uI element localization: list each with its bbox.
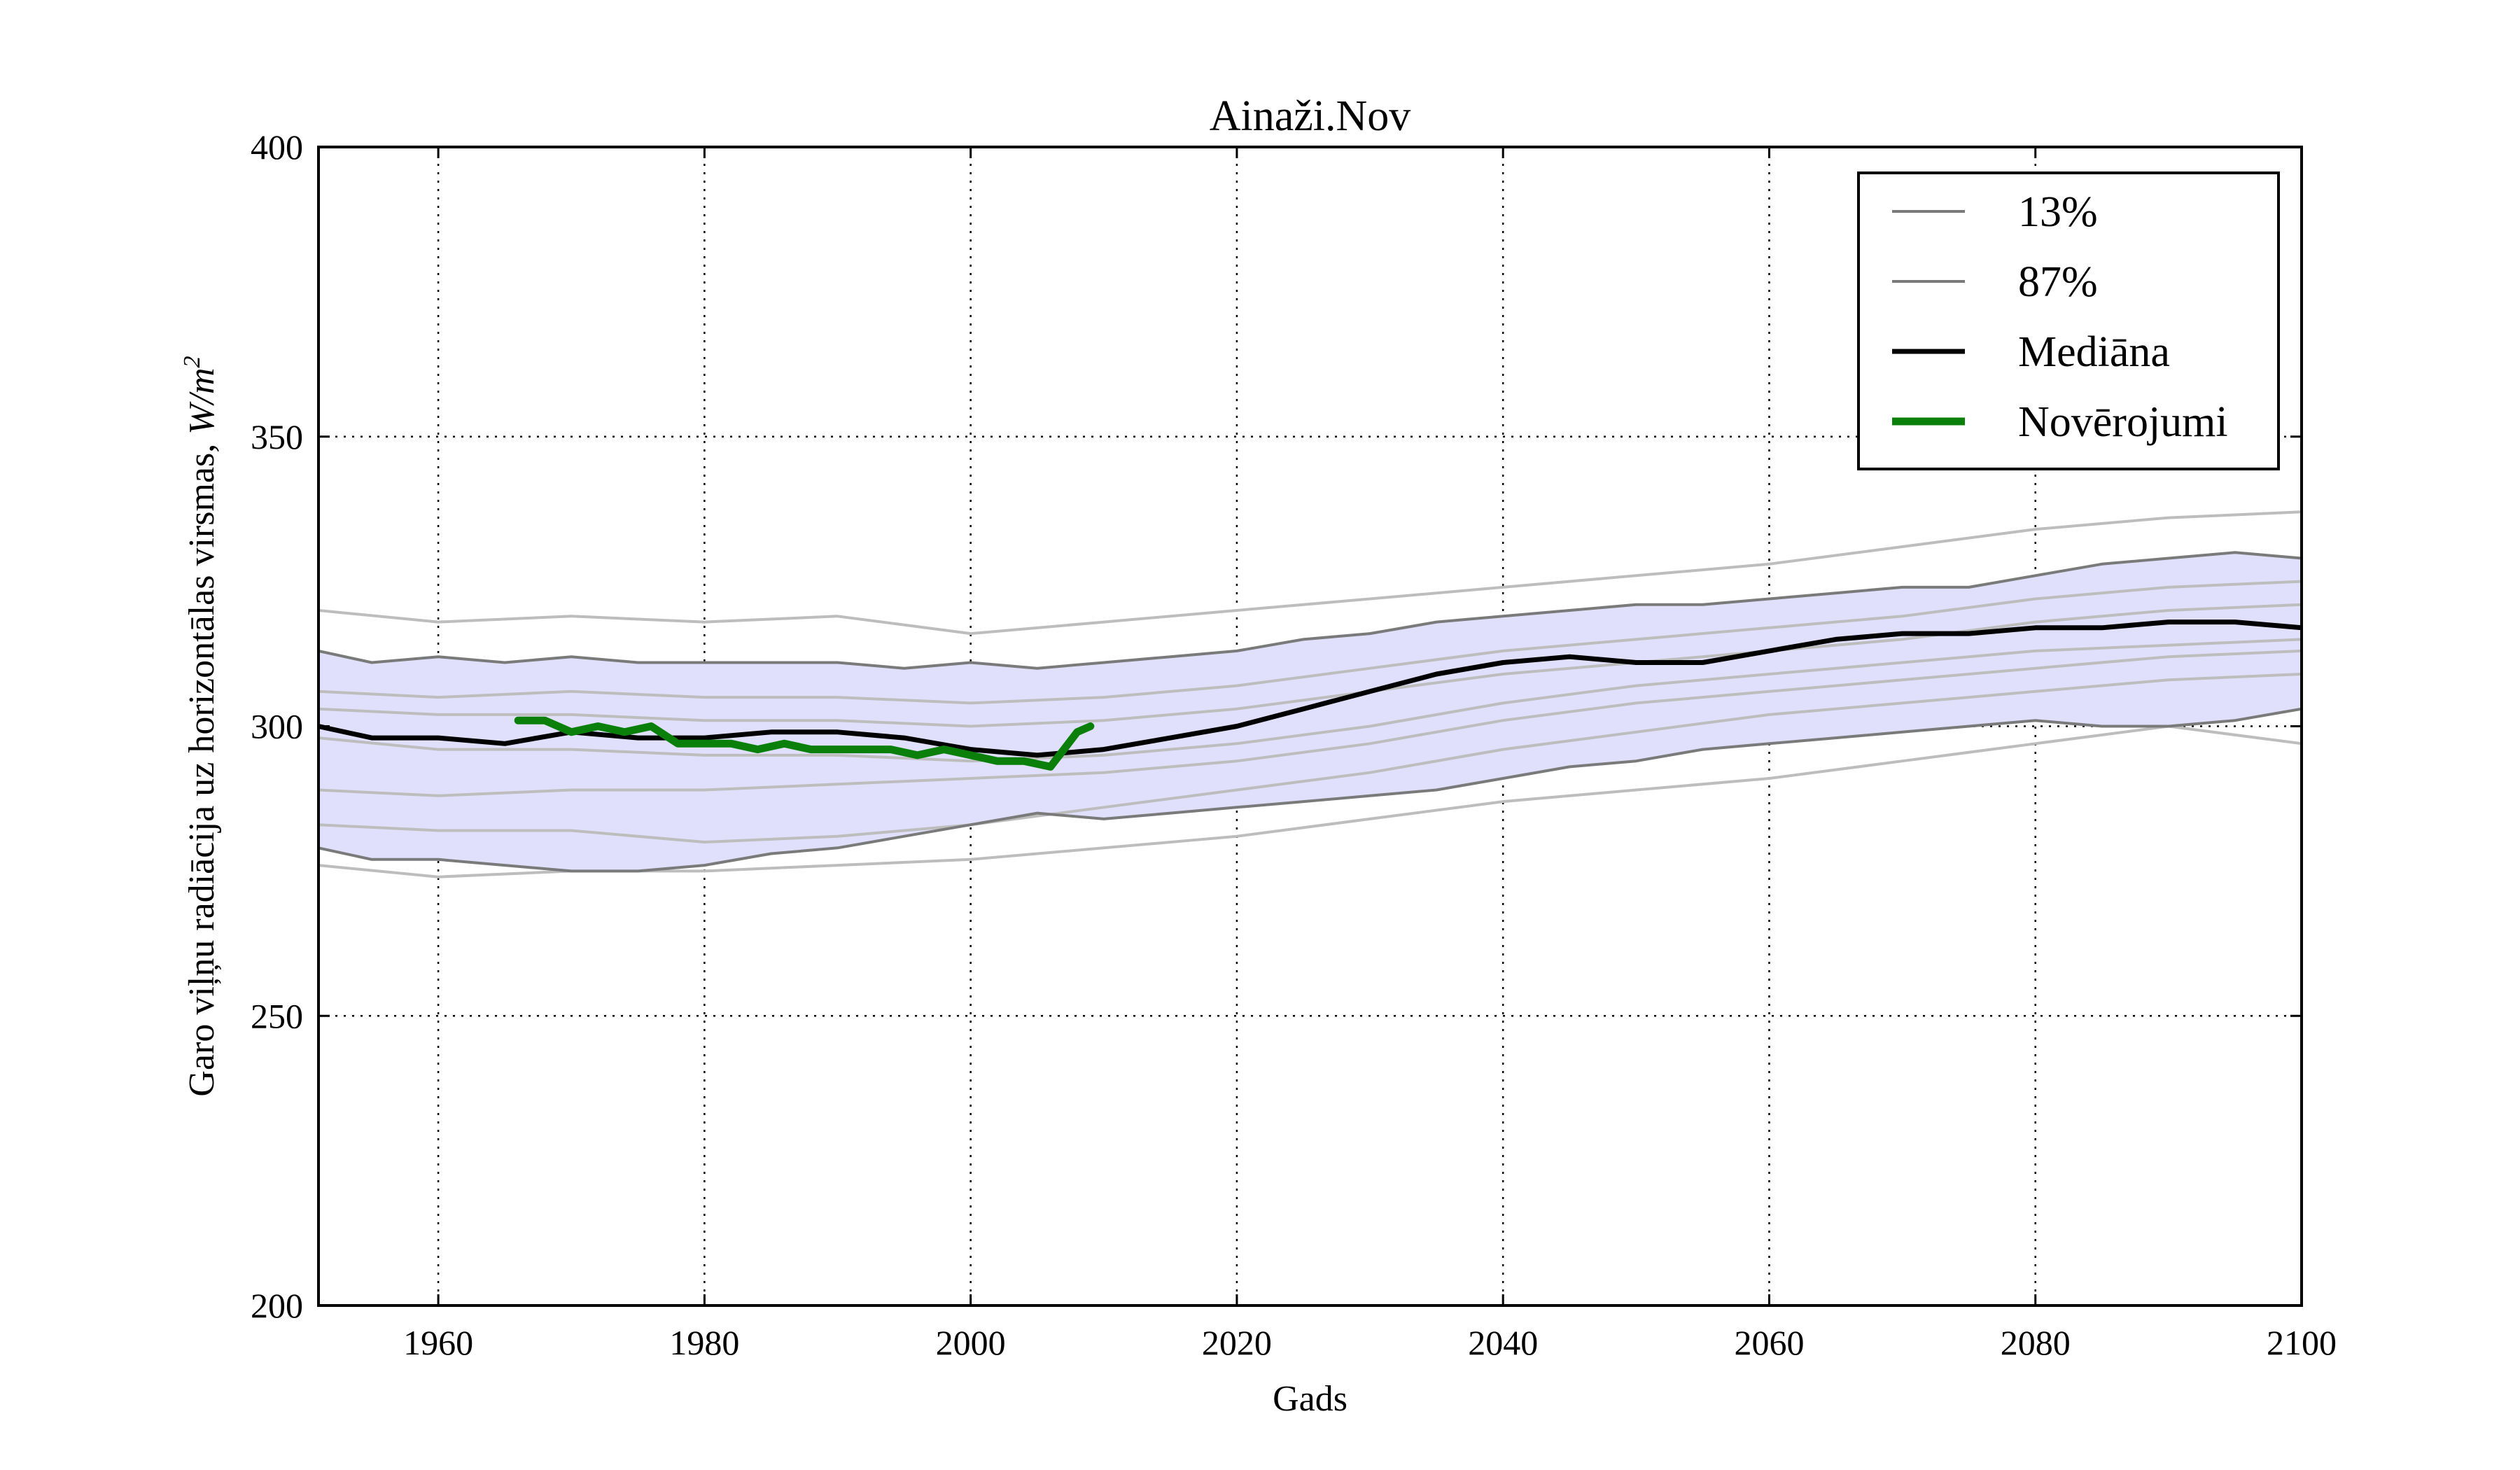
legend-label: Mediāna <box>2018 328 2170 376</box>
legend-label: 13% <box>2018 188 2098 236</box>
model-line-2 <box>318 580 2302 705</box>
model-line-5 <box>318 649 2302 797</box>
legend-label: 87% <box>2018 258 2098 306</box>
x-tick-label: 2000 <box>936 1323 1006 1362</box>
x-axis-label: Gads <box>1273 1379 1348 1419</box>
y-axis-label-units-sup: 2 <box>179 356 205 368</box>
y-tick-label: 200 <box>251 1286 303 1325</box>
x-tick-label: 2020 <box>1202 1323 1272 1362</box>
model-line-1 <box>318 510 2302 636</box>
y-tick-label: 350 <box>251 417 303 456</box>
legend: 13% 87% Mediāna Novērojumi <box>1857 172 2280 470</box>
percentile-87-line <box>318 551 2302 670</box>
legend-label: Novērojumi <box>2018 398 2228 446</box>
y-tick-label: 400 <box>251 127 303 167</box>
x-tick-label: 2080 <box>2001 1323 2071 1362</box>
observations-line <box>514 716 1095 771</box>
x-tick-label: 2100 <box>2267 1323 2337 1362</box>
chart-title: Ainaži.Nov <box>1210 92 1411 140</box>
x-tick-label: 1980 <box>669 1323 739 1362</box>
axis-ticks: 1960 1980 2000 2020 2040 2060 2080 2100 200 250 30… <box>251 127 2337 1362</box>
x-tick-label: 2060 <box>1734 1323 1804 1362</box>
y-tick-label: 250 <box>251 996 303 1035</box>
x-tick-label: 1960 <box>403 1323 473 1362</box>
percentile-13-line <box>318 707 2302 873</box>
median-line <box>318 620 2302 758</box>
y-axis-label: Garo viļņu radiācija uz horizontālas vir… <box>179 356 222 1096</box>
y-axis-label-units: W/m <box>182 368 222 434</box>
y-tick-label: 300 <box>251 707 303 746</box>
uncertainty-band <box>318 552 2302 872</box>
y-axis-label-text: Garo viļņu radiācija uz horizontālas vir… <box>182 435 222 1097</box>
x-tick-label: 2040 <box>1468 1323 1538 1362</box>
model-line-3 <box>318 603 2302 728</box>
series-layer <box>318 510 2302 878</box>
model-line-4 <box>318 638 2302 763</box>
model-line-6 <box>318 673 2302 844</box>
